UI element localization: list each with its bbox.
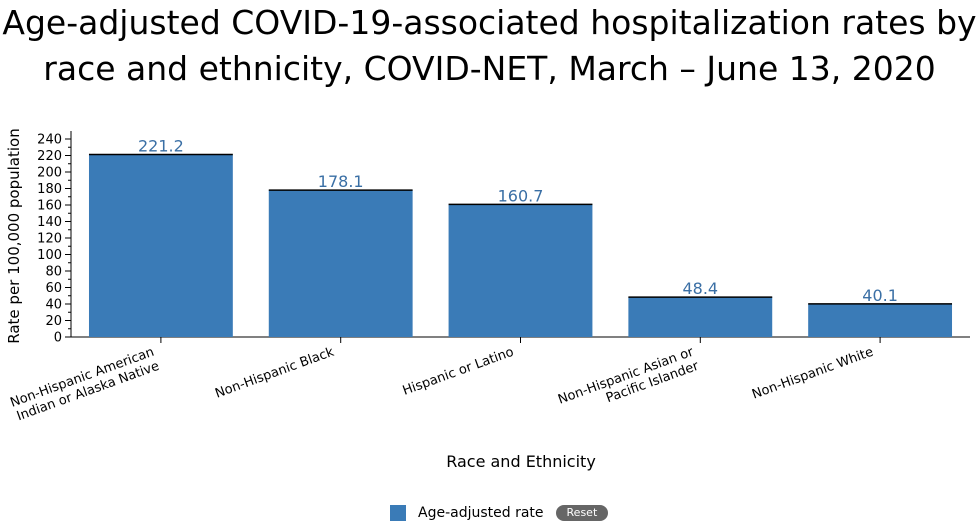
data-labels: 221.2 178.1 160.7 48.4 40.1 bbox=[138, 137, 898, 305]
bar[interactable] bbox=[268, 190, 413, 337]
y-tick-label: 140 bbox=[37, 215, 62, 230]
data-label: 221.2 bbox=[138, 137, 184, 156]
bars bbox=[88, 153, 953, 337]
x-tick-label: Hispanic or Latino bbox=[401, 345, 516, 399]
y-tick-label: 120 bbox=[37, 232, 62, 247]
data-label: 160.7 bbox=[498, 186, 544, 205]
bar[interactable] bbox=[88, 154, 233, 337]
legend-label[interactable]: Age-adjusted rate bbox=[418, 505, 544, 521]
y-tick-label: 240 bbox=[37, 133, 62, 148]
bar[interactable] bbox=[628, 297, 773, 337]
x-axis-title: Race and Ethnicity bbox=[446, 452, 596, 471]
y-axis-title: Rate per 100,000 population bbox=[5, 128, 23, 343]
y-tick-label: 180 bbox=[37, 182, 62, 197]
x-tick-label: Non-Hispanic White bbox=[750, 345, 875, 403]
reset-button[interactable]: Reset bbox=[555, 505, 609, 521]
y-tick-label: 100 bbox=[37, 248, 62, 263]
data-label: 40.1 bbox=[862, 286, 898, 305]
bar[interactable] bbox=[808, 303, 953, 337]
y-tick-label: 20 bbox=[45, 314, 62, 329]
x-tick-label-line: Non-Hispanic White bbox=[750, 345, 875, 403]
y-tick-label: 200 bbox=[37, 166, 62, 181]
x-tick-label-line: Hispanic or Latino bbox=[401, 345, 516, 399]
x-tick-label-line: Non-Hispanic Black bbox=[213, 345, 336, 402]
bar[interactable] bbox=[448, 204, 593, 337]
x-axis bbox=[71, 336, 970, 343]
data-label: 178.1 bbox=[318, 172, 364, 191]
chart-title: Age-adjusted COVID-19-associated hospita… bbox=[2, 3, 977, 88]
legend-swatch[interactable] bbox=[390, 505, 406, 521]
y-tick-label: 80 bbox=[45, 265, 62, 280]
x-tick-label: Non-Hispanic Black bbox=[213, 345, 336, 402]
y-tick-label: 220 bbox=[37, 149, 62, 164]
y-tick-label: 40 bbox=[45, 298, 62, 313]
legend: Age-adjusted rate Reset bbox=[390, 503, 609, 523]
y-tick-label: 160 bbox=[37, 199, 62, 214]
y-tick-label: 60 bbox=[45, 281, 62, 296]
y-tick-label: 0 bbox=[54, 331, 62, 346]
data-label: 48.4 bbox=[682, 279, 718, 298]
